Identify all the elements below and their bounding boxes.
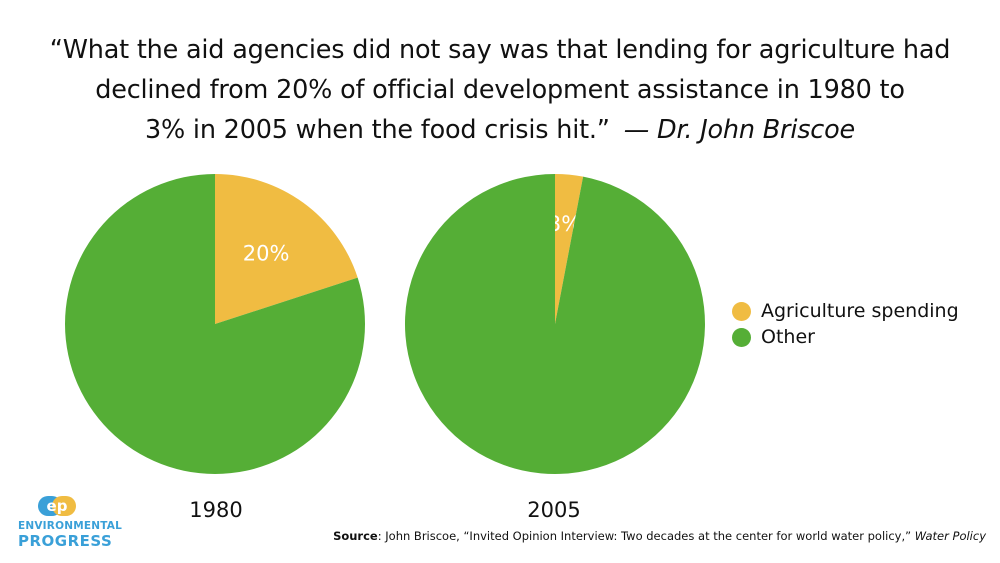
quote: “What the aid agencies did not say was t…: [0, 30, 1000, 150]
logo-mark-text: ep: [47, 497, 68, 515]
quote-line-3: 3% in 2005 when the food crisis hit.” — D…: [0, 110, 1000, 150]
legend: Agriculture spending Other: [732, 298, 959, 350]
quote-line-2: declined from 20% of official developmen…: [95, 75, 905, 105]
quote-line-3-text: 3% in 2005 when the food crisis hit.”: [144, 115, 610, 145]
legend-label-agriculture: Agriculture spending: [761, 300, 959, 322]
quote-line-1: “What the aid agencies did not say was t…: [49, 35, 951, 65]
legend-label-other: Other: [761, 326, 815, 348]
logo-line-2: PROGRESS: [18, 532, 113, 550]
pie-2005-slice-agriculture: [555, 174, 584, 324]
pie-title-2005: 2005: [527, 498, 581, 522]
source-prefix: Source: [333, 529, 378, 543]
pie-1980: 20%: [65, 174, 366, 475]
pie-1980-slice-agriculture: [215, 174, 358, 324]
pie-2005: 3%: [404, 173, 705, 474]
ep-logo-icon: ep: [38, 496, 76, 516]
logo-line-1: ENVIRONMENTAL: [18, 520, 122, 532]
source-citation: Source: John Briscoe, “Invited Opinion I…: [333, 529, 986, 543]
source-publication: Water Policy: [914, 529, 986, 543]
pie-1980-slice-other: [65, 174, 366, 475]
source-text: : John Briscoe, “Invited Opinion Intervi…: [377, 529, 915, 543]
pie-2005-slice-other: [404, 173, 705, 474]
legend-item-other: Other: [732, 324, 959, 350]
legend-swatch-agriculture: [732, 301, 751, 321]
environmental-progress-logo: ep ENVIRONMENTAL PROGRESS: [18, 492, 122, 552]
legend-swatch-other: [732, 327, 751, 347]
legend-item-agriculture: Agriculture spending: [732, 298, 959, 324]
pie-title-1980: 1980: [189, 498, 243, 522]
pie-1980-data-label: 20%: [243, 242, 290, 266]
quote-attribution: — Dr. John Briscoe: [623, 115, 856, 145]
logo-wordmark: ENVIRONMENTAL PROGRESS: [18, 519, 122, 549]
